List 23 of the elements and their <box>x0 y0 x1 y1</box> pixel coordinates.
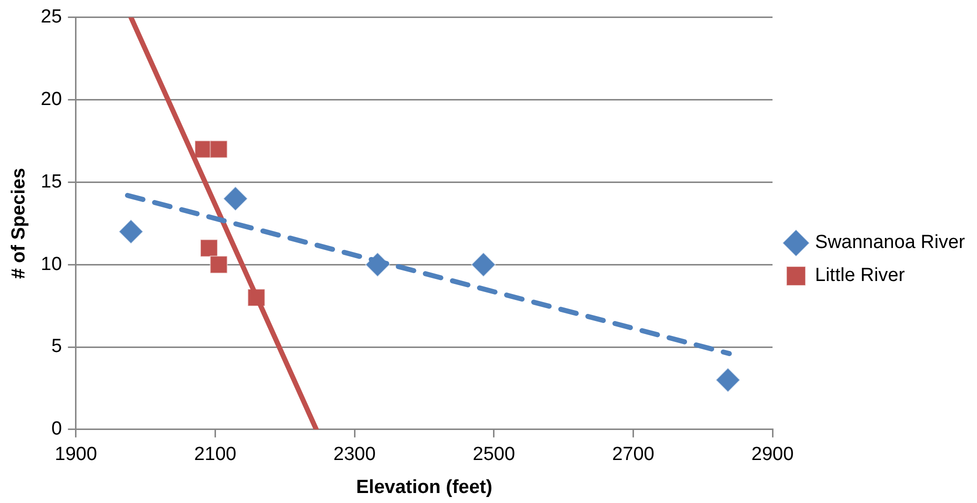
point <box>470 252 496 278</box>
point <box>210 140 228 158</box>
y-tick-label: 25 <box>40 6 62 28</box>
legend-label: Swannanoa River <box>815 232 966 254</box>
y-tick-label: 15 <box>40 171 62 192</box>
y-tick-label: 5 <box>51 336 62 358</box>
point <box>210 256 228 274</box>
point <box>118 219 144 244</box>
legend-label: Little River <box>815 265 906 286</box>
point <box>222 186 248 212</box>
x-tick-label: 2100 <box>194 444 236 466</box>
point <box>715 367 740 392</box>
x-tick-label: 2700 <box>612 444 654 466</box>
x-tick-label: 2900 <box>751 444 794 466</box>
x-tick-label: 1900 <box>54 444 98 466</box>
y-axis-title: # of Species <box>8 168 30 279</box>
x-tick-label: 2500 <box>472 444 516 466</box>
y-tick-label: 10 <box>40 254 62 275</box>
y-tick-label: 20 <box>40 89 62 110</box>
x-tick-label: 2300 <box>333 444 376 466</box>
y-tick-label: 0 <box>51 418 62 440</box>
point <box>200 239 218 258</box>
x-axis-title: Elevation (feet) <box>356 476 492 498</box>
